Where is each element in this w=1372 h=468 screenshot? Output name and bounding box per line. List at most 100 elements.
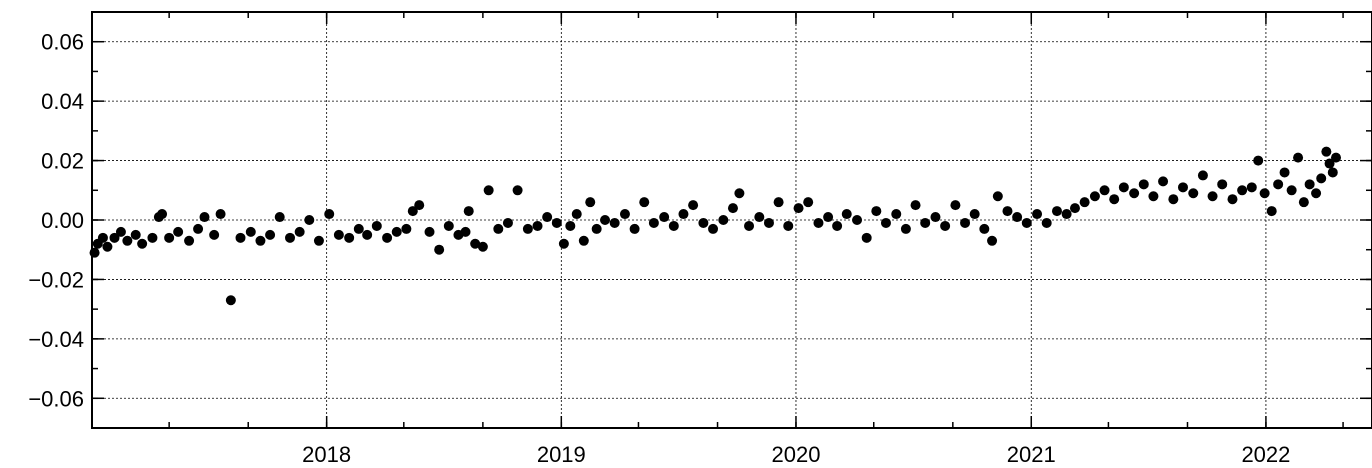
data-point	[362, 229, 373, 240]
data-point	[333, 229, 344, 240]
data-point	[137, 238, 148, 249]
data-point	[1099, 185, 1110, 196]
plot-frame	[91, 11, 1372, 429]
tick-labels: −0.06 −0.04 −0.02 0.00 0.02 0.04 0.06 2018 2019 2…	[28, 30, 1290, 467]
x-tick-label: 2020	[771, 442, 820, 467]
data-point	[304, 215, 315, 225]
data-point	[558, 238, 569, 249]
data-point	[773, 197, 784, 208]
data-point	[1021, 217, 1032, 228]
data-point	[414, 200, 425, 211]
data-point	[1293, 152, 1304, 163]
data-point	[688, 200, 699, 211]
data-point	[1298, 197, 1309, 208]
data-point	[1330, 152, 1341, 163]
data-point	[1286, 185, 1297, 196]
y-tick-label: 0.04	[41, 89, 84, 114]
data-point	[1227, 194, 1238, 205]
data-point	[754, 212, 765, 223]
data-point	[285, 232, 296, 243]
data-point	[571, 209, 582, 220]
data-point	[1061, 209, 1072, 220]
data-point	[861, 232, 872, 243]
data-point	[1148, 191, 1159, 202]
data-point	[324, 209, 335, 220]
y-tick-label: −0.02	[28, 267, 84, 292]
data-point	[382, 232, 393, 243]
data-point	[678, 209, 689, 220]
data-point	[1266, 206, 1277, 217]
data-point	[274, 212, 285, 223]
data-point	[502, 217, 513, 228]
data-point	[969, 209, 980, 220]
data-point	[130, 229, 141, 240]
data-point	[841, 209, 852, 220]
data-point	[813, 217, 824, 228]
data-points	[89, 146, 1341, 306]
data-point	[1237, 185, 1248, 196]
data-point	[1177, 182, 1188, 193]
data-point	[1279, 167, 1290, 178]
data-point	[164, 232, 175, 243]
data-point	[391, 226, 402, 237]
data-point	[585, 197, 596, 208]
data-point	[1259, 188, 1270, 199]
data-point	[1168, 194, 1179, 205]
data-point	[115, 226, 126, 237]
data-point	[668, 220, 679, 231]
data-point	[1002, 206, 1013, 217]
data-point	[852, 215, 863, 225]
data-point	[199, 212, 210, 223]
data-point	[1253, 155, 1264, 166]
data-point	[443, 220, 454, 231]
data-point	[609, 217, 620, 228]
data-point	[578, 235, 589, 246]
data-point	[109, 232, 120, 243]
data-point	[173, 226, 184, 237]
data-point	[900, 223, 911, 234]
data-point	[1012, 212, 1023, 223]
data-point	[424, 226, 435, 237]
data-point	[763, 217, 774, 228]
data-point	[793, 203, 804, 214]
data-point	[483, 185, 494, 196]
data-point	[493, 223, 504, 234]
data-point	[97, 232, 108, 243]
data-point	[698, 217, 709, 228]
data-point	[265, 229, 276, 240]
data-point	[1273, 179, 1284, 190]
data-point	[832, 220, 843, 231]
data-point	[184, 235, 195, 246]
data-point	[1069, 203, 1080, 214]
data-point	[522, 223, 533, 234]
y-tick-label: 0.06	[41, 30, 84, 55]
data-point	[1158, 176, 1169, 187]
data-point	[600, 215, 611, 225]
data-point	[209, 229, 220, 240]
data-point	[434, 244, 445, 255]
data-point	[979, 223, 990, 234]
data-point	[718, 215, 729, 225]
data-point	[1138, 179, 1149, 190]
data-point	[1217, 179, 1228, 190]
data-point	[1246, 182, 1257, 193]
data-point	[1089, 191, 1100, 202]
data-point	[1197, 170, 1208, 181]
data-point	[344, 232, 355, 243]
data-point	[371, 220, 382, 231]
data-point	[744, 220, 755, 231]
data-point	[920, 217, 931, 228]
data-point	[783, 220, 794, 231]
data-point	[512, 185, 523, 196]
data-point	[1041, 217, 1052, 228]
y-tick-label: 0.02	[41, 149, 84, 174]
data-point	[401, 223, 412, 234]
data-point	[407, 206, 418, 217]
data-point	[235, 232, 246, 243]
data-point	[1079, 197, 1090, 208]
data-point	[1109, 194, 1120, 205]
y-tick-label: −0.04	[28, 327, 84, 352]
x-tick-label: 2021	[1007, 442, 1056, 467]
data-point	[477, 241, 488, 252]
